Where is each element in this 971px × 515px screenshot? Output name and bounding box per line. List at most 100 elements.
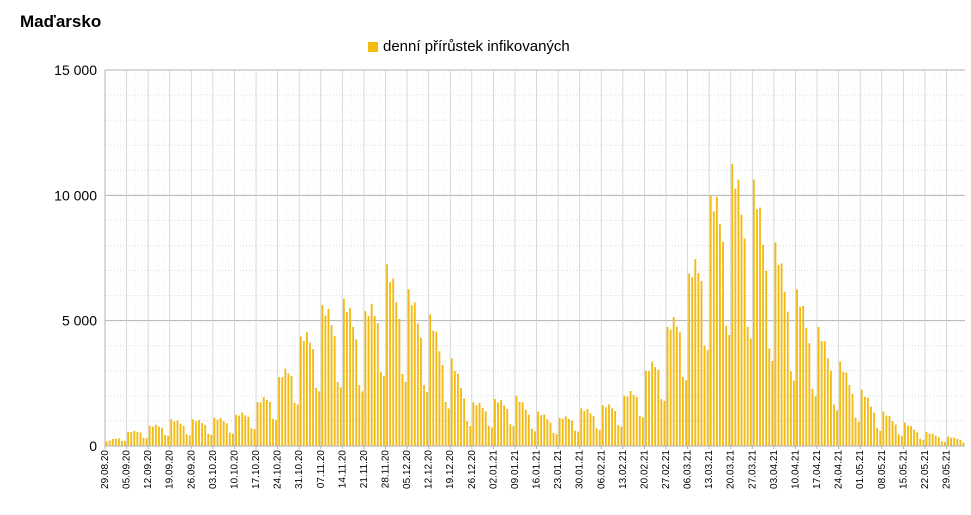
bar bbox=[361, 391, 364, 446]
bar bbox=[829, 370, 832, 446]
x-tick-label: 27.03.21 bbox=[747, 450, 758, 489]
bar bbox=[845, 372, 848, 446]
bar bbox=[321, 305, 324, 446]
legend: denní přírůstek infikovaných bbox=[368, 38, 570, 55]
bar bbox=[185, 434, 188, 446]
bar bbox=[182, 425, 185, 446]
bar bbox=[497, 402, 499, 446]
x-tick-label: 31.10.20 bbox=[294, 450, 305, 489]
bar bbox=[962, 442, 965, 446]
bar bbox=[420, 337, 422, 446]
x-tick-label: 19.12.20 bbox=[445, 450, 456, 489]
bar bbox=[228, 432, 231, 446]
bar bbox=[937, 437, 940, 446]
bar bbox=[376, 323, 379, 446]
bar bbox=[148, 425, 151, 446]
bar bbox=[151, 426, 154, 446]
bar bbox=[928, 433, 931, 446]
bar bbox=[866, 397, 869, 446]
bar bbox=[833, 404, 835, 446]
bar bbox=[944, 441, 946, 446]
bar bbox=[259, 402, 262, 446]
bar bbox=[574, 430, 576, 446]
bar bbox=[715, 196, 718, 446]
bar bbox=[922, 439, 925, 446]
bar bbox=[950, 437, 953, 446]
bar bbox=[756, 209, 758, 446]
bar bbox=[740, 214, 743, 446]
bar bbox=[811, 388, 814, 446]
bar bbox=[860, 389, 863, 446]
bar bbox=[725, 325, 728, 446]
bar bbox=[389, 282, 392, 446]
bar bbox=[469, 425, 472, 446]
bar bbox=[879, 430, 882, 446]
bar bbox=[364, 311, 367, 446]
bar bbox=[333, 336, 336, 446]
bar bbox=[167, 435, 170, 446]
bar bbox=[796, 289, 798, 446]
bar bbox=[743, 238, 746, 446]
bar bbox=[894, 424, 897, 446]
x-tick-label: 13.03.21 bbox=[704, 450, 715, 489]
bar bbox=[888, 415, 891, 446]
bar bbox=[672, 317, 675, 446]
x-tick-label: 08.05.21 bbox=[877, 450, 888, 489]
major-grid bbox=[104, 69, 965, 447]
bar bbox=[734, 188, 737, 446]
bar bbox=[728, 334, 731, 446]
bar bbox=[145, 438, 148, 446]
bar bbox=[204, 425, 207, 446]
bar bbox=[842, 371, 845, 446]
bar bbox=[537, 411, 540, 446]
bar bbox=[752, 179, 755, 446]
bar bbox=[170, 419, 173, 446]
bar bbox=[592, 416, 595, 446]
bar bbox=[534, 431, 536, 446]
bar bbox=[688, 273, 691, 446]
bar bbox=[219, 418, 222, 446]
chart-title: Maďarsko bbox=[20, 12, 102, 31]
bar bbox=[506, 408, 509, 446]
bar bbox=[814, 396, 817, 446]
bar bbox=[478, 403, 481, 446]
bar bbox=[546, 419, 549, 446]
bar bbox=[678, 332, 681, 446]
bar bbox=[614, 410, 617, 446]
x-tick-label: 12.09.20 bbox=[143, 450, 154, 489]
x-tick-label: 10.04.21 bbox=[790, 450, 801, 489]
bar bbox=[117, 438, 120, 446]
bar bbox=[620, 426, 623, 446]
bar bbox=[256, 402, 259, 446]
bar bbox=[432, 330, 435, 446]
x-tick-label: 10.10.20 bbox=[229, 450, 240, 489]
bar bbox=[447, 408, 450, 446]
bar bbox=[309, 342, 311, 446]
bar bbox=[225, 423, 228, 446]
bar bbox=[281, 377, 284, 446]
bar bbox=[213, 417, 216, 446]
bar bbox=[793, 380, 795, 446]
bar bbox=[207, 433, 210, 446]
bar bbox=[302, 340, 305, 446]
bar bbox=[241, 412, 244, 446]
bar bbox=[324, 315, 327, 446]
bar bbox=[543, 414, 546, 446]
bar bbox=[142, 437, 145, 446]
x-tick-label: 30.01.21 bbox=[575, 450, 586, 489]
bar bbox=[460, 388, 462, 446]
bar bbox=[771, 360, 774, 446]
bar bbox=[429, 314, 432, 446]
bar bbox=[783, 291, 786, 446]
bar bbox=[848, 385, 851, 446]
x-tick-label: 26.12.20 bbox=[467, 450, 478, 489]
bar bbox=[494, 399, 496, 446]
x-tick-label: 26.09.20 bbox=[186, 450, 197, 489]
bar bbox=[712, 211, 715, 446]
bar bbox=[768, 348, 771, 446]
bar bbox=[481, 408, 484, 446]
bar bbox=[105, 441, 108, 446]
bar bbox=[530, 428, 533, 446]
bar bbox=[176, 420, 179, 446]
